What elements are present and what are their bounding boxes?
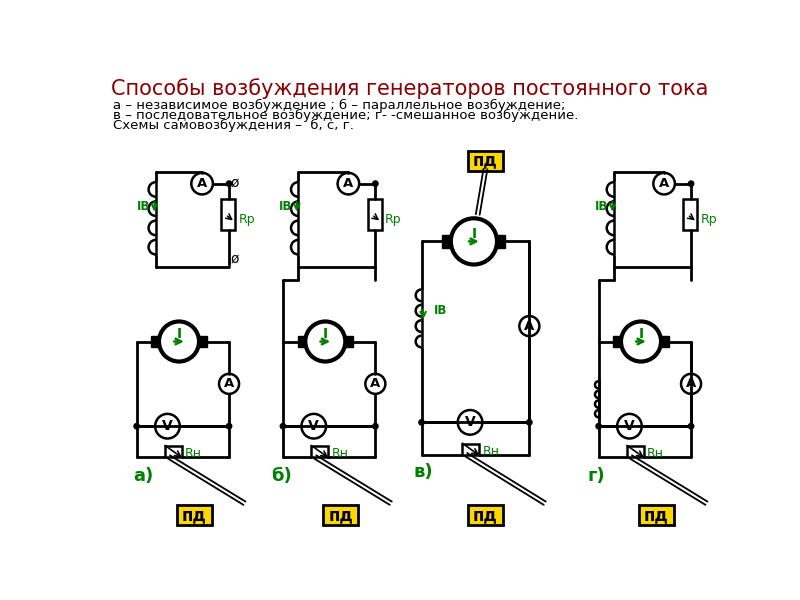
Text: V: V	[624, 419, 635, 433]
Circle shape	[451, 218, 497, 265]
FancyBboxPatch shape	[468, 505, 503, 525]
Circle shape	[191, 173, 213, 194]
Bar	[368, 199, 382, 230]
Text: V: V	[465, 415, 475, 430]
Text: IВ: IВ	[434, 304, 447, 317]
Circle shape	[306, 322, 346, 362]
FancyBboxPatch shape	[638, 505, 674, 525]
Text: Rн: Rн	[647, 448, 664, 460]
Text: A: A	[197, 177, 207, 190]
Text: IВ: IВ	[279, 200, 293, 213]
Text: Rp: Rp	[238, 214, 255, 226]
Circle shape	[134, 424, 139, 429]
Circle shape	[338, 173, 359, 194]
Text: Rн: Rн	[331, 448, 349, 460]
Circle shape	[681, 374, 701, 394]
Text: г): г)	[587, 467, 605, 485]
Circle shape	[373, 181, 378, 187]
Circle shape	[226, 424, 232, 429]
Circle shape	[596, 424, 602, 429]
Text: A: A	[343, 177, 354, 190]
Text: пд: пд	[182, 506, 206, 524]
Bar	[614, 336, 621, 347]
Text: Способы возбуждения генераторов постоянного тока: Способы возбуждения генераторов постоянн…	[111, 79, 709, 100]
Text: Rp: Rp	[385, 214, 402, 226]
Bar	[661, 336, 669, 347]
Bar	[497, 235, 506, 248]
Circle shape	[617, 414, 642, 439]
Circle shape	[419, 419, 424, 425]
Circle shape	[366, 374, 386, 394]
Text: в – последовательное возбуждение; г- -смешанное возбуждение.: в – последовательное возбуждение; г- -см…	[113, 109, 578, 122]
Text: а – независимое возбуждение ; б – параллельное возбуждение;: а – независимое возбуждение ; б – паралл…	[113, 100, 565, 112]
Text: IВ: IВ	[137, 200, 150, 213]
Text: Rн: Rн	[185, 448, 202, 460]
Text: I: I	[177, 327, 182, 341]
FancyBboxPatch shape	[468, 151, 503, 170]
Circle shape	[219, 374, 239, 394]
Text: A: A	[686, 377, 696, 391]
Text: Схемы самовозбуждения –  б, с, г.: Схемы самовозбуждения – б, с, г.	[113, 119, 354, 133]
Circle shape	[654, 173, 675, 194]
Text: ø: ø	[231, 175, 239, 189]
Circle shape	[526, 419, 532, 425]
Text: A: A	[524, 320, 534, 332]
Circle shape	[373, 424, 378, 429]
Bar	[627, 446, 644, 457]
Bar	[442, 235, 451, 248]
Text: I: I	[322, 327, 328, 341]
Text: а): а)	[133, 467, 153, 485]
Text: A: A	[659, 177, 670, 190]
Circle shape	[458, 410, 482, 434]
Bar	[311, 446, 328, 457]
Bar	[298, 336, 306, 347]
Circle shape	[621, 322, 661, 362]
Circle shape	[155, 414, 180, 439]
Text: V: V	[162, 419, 173, 433]
Text: V: V	[308, 419, 319, 433]
Text: б): б)	[271, 467, 292, 485]
Text: в): в)	[414, 463, 434, 481]
Bar	[165, 446, 182, 457]
Text: пд: пд	[328, 506, 353, 524]
Circle shape	[159, 322, 199, 362]
Text: IВ: IВ	[595, 200, 609, 213]
Text: пд: пд	[644, 506, 669, 524]
Circle shape	[688, 181, 694, 187]
FancyBboxPatch shape	[323, 505, 358, 525]
Bar	[462, 444, 479, 455]
Bar	[151, 336, 159, 347]
Text: ø: ø	[231, 251, 239, 265]
FancyBboxPatch shape	[177, 505, 212, 525]
Text: I: I	[471, 227, 477, 241]
Circle shape	[688, 424, 694, 429]
Text: пд: пд	[473, 152, 498, 170]
Circle shape	[302, 414, 326, 439]
Text: A: A	[224, 377, 234, 391]
Bar	[199, 336, 206, 347]
Text: Rн: Rн	[482, 445, 499, 458]
Text: Rp: Rp	[700, 214, 717, 226]
Bar	[683, 199, 698, 230]
Circle shape	[519, 316, 539, 336]
Text: I: I	[638, 327, 643, 341]
Bar	[346, 336, 353, 347]
Bar	[222, 199, 235, 230]
Circle shape	[280, 424, 286, 429]
Text: A: A	[370, 377, 381, 391]
Text: пд: пд	[473, 506, 498, 524]
Circle shape	[226, 181, 232, 187]
